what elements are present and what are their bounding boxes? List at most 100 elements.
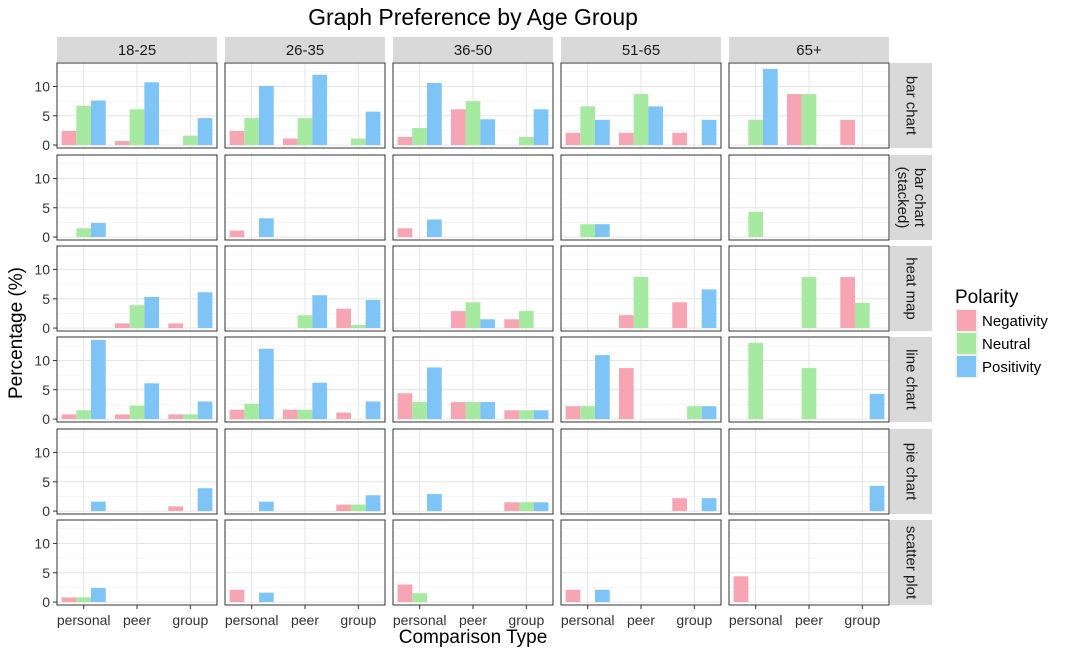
panel-border [224, 245, 386, 332]
facet-panel [728, 245, 890, 332]
bar [618, 315, 634, 329]
legend: Polarity Negativity Neutral Positivity [955, 287, 1048, 378]
bar [91, 223, 106, 238]
bar [365, 299, 381, 329]
bar [91, 588, 106, 603]
panel-border [224, 428, 386, 515]
bar [312, 74, 328, 146]
panel-border [728, 154, 890, 241]
facet-panel [392, 62, 554, 149]
bar [76, 105, 92, 146]
x-tick-label: peer [459, 612, 487, 628]
bar [365, 495, 381, 512]
bar [701, 119, 717, 146]
row-strip [890, 337, 932, 422]
x-tick-label: personal [729, 612, 783, 628]
bar [91, 339, 106, 420]
bar [595, 355, 610, 420]
bar [259, 348, 274, 420]
panel-border [56, 428, 218, 515]
panel-border [560, 245, 722, 332]
bar [450, 109, 466, 146]
bar [533, 109, 549, 146]
column-strip-label: 26-35 [286, 42, 324, 59]
bar [733, 576, 749, 603]
chart-title: Graph Preference by Age Group [308, 4, 638, 30]
facet-panel [56, 245, 218, 332]
bar [480, 402, 496, 420]
y-tick-label: 0 [42, 137, 50, 153]
bar [504, 502, 519, 512]
bar [427, 494, 442, 512]
bar [229, 409, 245, 420]
bar [450, 311, 466, 329]
y-tick-label: 5 [42, 291, 50, 307]
y-tick-label: 10 [34, 170, 50, 186]
column-strip [393, 37, 553, 62]
x-tick-label: personal [225, 612, 279, 628]
bar [365, 111, 381, 146]
row-strip-label: bar chart [903, 76, 920, 136]
row-strip-label: pie chart [903, 443, 920, 501]
bar [350, 504, 366, 512]
bar [76, 228, 92, 238]
column-strip [225, 37, 385, 62]
column-strip-label: 65+ [796, 42, 822, 59]
bar [61, 414, 77, 420]
bar [465, 402, 481, 420]
bar [350, 138, 366, 146]
facet-panel [560, 62, 722, 149]
bar [197, 118, 213, 146]
bar [427, 82, 442, 146]
facet-panel [560, 428, 722, 515]
bar [701, 498, 717, 512]
facet-panel [728, 154, 890, 241]
bar [129, 109, 145, 146]
facet-panel [728, 62, 890, 149]
bar [129, 405, 145, 420]
bar [748, 342, 764, 420]
y-axis-title: Percentage (%) [6, 267, 27, 399]
bar [114, 323, 130, 329]
bar [672, 302, 687, 329]
bar [450, 402, 466, 420]
row-strip-label: scatter plot [903, 526, 920, 600]
y-tick-label: 0 [42, 594, 50, 610]
bar [412, 593, 428, 603]
bar [412, 402, 428, 420]
legend-label: Neutral [982, 336, 1030, 353]
bar [518, 410, 534, 420]
row-strip-label: bar chart [911, 168, 928, 228]
y-tick-label: 10 [34, 444, 50, 460]
bar [504, 410, 519, 420]
bar [144, 383, 160, 420]
bar [336, 412, 351, 420]
bar [701, 406, 717, 420]
legend-swatch [957, 310, 976, 331]
bar [801, 277, 817, 329]
facet-panel [224, 519, 386, 606]
y-tick-label: 0 [42, 503, 50, 519]
bar [618, 132, 634, 146]
facet-panel [56, 154, 218, 241]
bar [282, 409, 298, 420]
panel-border [728, 62, 890, 149]
bar [427, 367, 442, 420]
bar [144, 82, 160, 146]
x-tick-label: group [172, 612, 208, 628]
row-strip [890, 155, 932, 240]
bar [91, 100, 106, 146]
column-strip [57, 37, 217, 62]
bar [61, 131, 77, 146]
panel-border [560, 428, 722, 515]
bar [91, 501, 106, 512]
bar [869, 485, 885, 512]
bar [397, 393, 413, 420]
facet-panel [392, 336, 554, 423]
y-tick-label: 5 [42, 200, 50, 216]
legend-label: Positivity [982, 359, 1042, 376]
column-strip-label: 36-50 [454, 42, 492, 59]
y-tick-label: 5 [42, 382, 50, 398]
bar [595, 589, 610, 603]
row-strip-label: line chart [903, 349, 920, 411]
